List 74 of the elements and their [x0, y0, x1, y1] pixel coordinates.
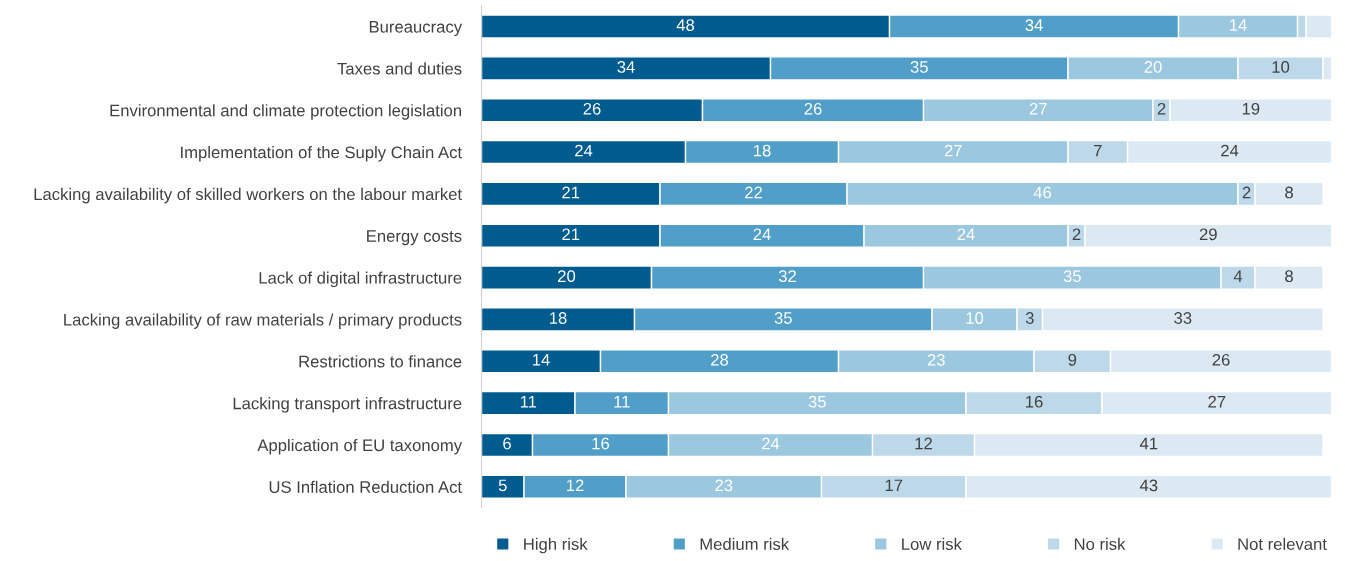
data-label: 24	[762, 437, 780, 450]
y-tick-label: Environmental and climate protection legislation	[110, 104, 462, 120]
data-label: 12	[567, 479, 584, 492]
data-label: 32	[778, 270, 796, 283]
data-label: 23	[715, 479, 733, 492]
data-label: 24	[957, 228, 975, 241]
y-tick-label: Lacking availability of raw materials / primary products	[64, 313, 462, 329]
data-label: 18	[550, 312, 567, 324]
data-label: 10	[966, 312, 984, 324]
data-label: 24	[753, 228, 771, 241]
data-label: 8	[1285, 270, 1293, 283]
data-label: 19	[1242, 102, 1260, 115]
data-label: 18	[754, 144, 771, 157]
data-label: 46	[1033, 186, 1052, 199]
data-label: 34	[617, 61, 635, 73]
y-tick-label: Lacking transport infrastructure	[233, 397, 462, 413]
data-label: 35	[1063, 270, 1081, 283]
data-label: 28	[711, 353, 729, 366]
data-label: 3	[1025, 312, 1034, 324]
data-label: 16	[592, 437, 610, 450]
data-label: 11	[520, 395, 537, 408]
data-label: 48	[676, 19, 695, 31]
data-label: 24	[1221, 144, 1239, 157]
data-label: 6	[503, 437, 511, 450]
data-label: 14	[533, 354, 550, 366]
data-label: 22	[745, 186, 762, 199]
data-label: 4	[1233, 270, 1243, 282]
data-label: 35	[774, 312, 792, 324]
legend-label: Low risk	[902, 537, 962, 551]
y-tick-label: Taxes and duties	[337, 62, 462, 75]
data-label: 21	[562, 186, 580, 199]
data-label: 9	[1068, 353, 1077, 366]
y-tick-label: Energy costs	[367, 230, 462, 246]
data-label: 26	[583, 102, 601, 115]
y-tick-label: Bureaucracy	[369, 21, 463, 37]
data-label: 34	[1025, 19, 1043, 31]
data-label: 43	[1139, 479, 1158, 492]
data-label: 16	[1026, 395, 1043, 408]
data-label: 23	[927, 353, 945, 366]
data-label: 27	[1208, 395, 1226, 408]
data-label: 5	[498, 479, 507, 492]
data-label: 27	[944, 144, 962, 157]
legend-label: Not relevant	[1238, 537, 1327, 551]
data-label: 35	[910, 61, 928, 73]
y-tick-label: US Inflation Reduction Act	[269, 480, 462, 493]
data-label: 2	[1157, 102, 1166, 115]
data-label: 24	[575, 144, 593, 157]
legend-label: No risk	[1074, 537, 1126, 551]
data-label: 10	[1272, 61, 1290, 73]
data-label: 29	[1199, 228, 1217, 241]
y-tick-label: Restrictions to finance	[299, 355, 462, 368]
data-label: 20	[558, 270, 576, 283]
data-label: 33	[1174, 312, 1192, 324]
data-label: 7	[1094, 144, 1102, 157]
data-label: 20	[1144, 61, 1162, 73]
data-label: 17	[885, 479, 903, 492]
legend-label: Medium risk	[700, 537, 790, 551]
data-label: 14	[1230, 19, 1247, 31]
y-tick-label: Lacking availability of skilled workers on the labour market	[34, 187, 462, 204]
data-label: 12	[915, 437, 932, 450]
data-label: 8	[1285, 186, 1293, 199]
data-label: 35	[808, 395, 826, 408]
y-tick-label: Application of EU taxonomy	[257, 438, 463, 455]
data-label: 26	[1212, 353, 1230, 366]
data-label: 2	[1072, 228, 1081, 241]
y-tick-label: Lack of digital infrastructure	[259, 271, 462, 288]
data-label: 2	[1242, 186, 1251, 199]
data-label: 27	[1029, 102, 1047, 115]
data-label: 26	[804, 102, 822, 115]
data-label: 41	[1139, 437, 1158, 450]
data-label: 11	[614, 395, 630, 408]
legend-label: High risk	[524, 537, 588, 554]
data-label: 21	[562, 228, 580, 241]
y-tick-label: Implementation of the Suply Chain Act	[181, 146, 462, 162]
